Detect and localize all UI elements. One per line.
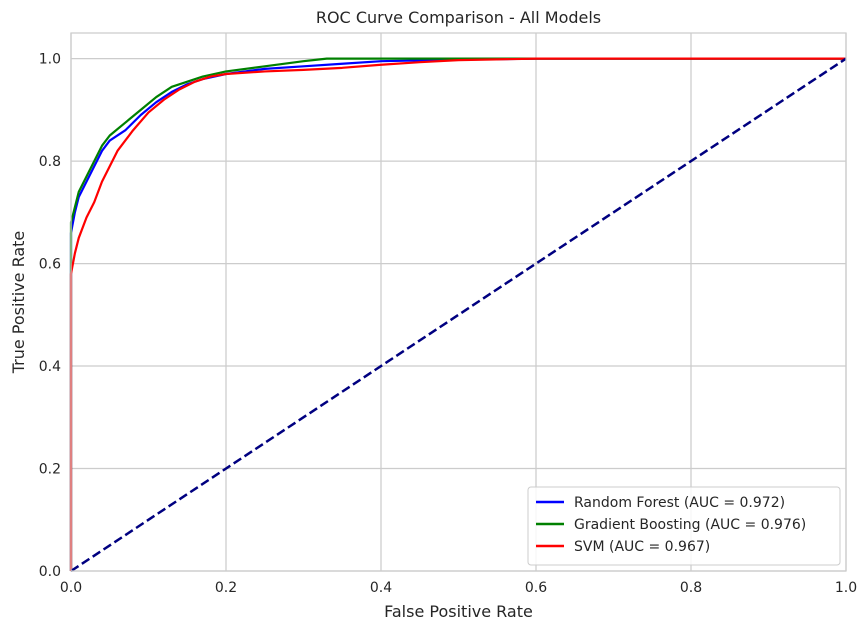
- y-tick-label: 0.2: [39, 462, 61, 478]
- legend-label-2: SVM (AUC = 0.967): [574, 539, 710, 555]
- y-tick-label: 1.0: [39, 52, 61, 68]
- x-tick-labels: 0.0 0.2 0.4 0.6 0.8 1.0: [60, 580, 857, 596]
- x-tick-label: 1.0: [835, 580, 857, 596]
- series-line-2: [69, 57, 846, 571]
- y-axis-label: True Positive Rate: [9, 231, 28, 375]
- plot-area: [71, 33, 846, 571]
- legend-label-1: Gradient Boosting (AUC = 0.976): [574, 517, 806, 533]
- legend-box: [527, 486, 841, 566]
- y-tick-label: 0.0: [39, 564, 61, 580]
- y-tick-label: 0.6: [39, 257, 61, 273]
- y-tick-label: 0.8: [39, 154, 61, 170]
- series-group: [69, 57, 847, 573]
- series-line-1: [69, 57, 846, 571]
- x-tick-label: 0.4: [370, 580, 392, 596]
- y-tick-label: 0.4: [39, 359, 61, 375]
- x-tick-label: 0.6: [525, 580, 547, 596]
- x-tick-label: 0.8: [680, 580, 702, 596]
- diagonal-reference-line: [70, 57, 847, 573]
- x-tick-label: 0.0: [60, 580, 82, 596]
- legend: Random Forest (AUC = 0.972) Gradient Boos…: [527, 486, 841, 566]
- y-tick-labels: 0.0 0.2 0.4 0.6 0.8 1.0: [39, 52, 61, 580]
- legend-label-0: Random Forest (AUC = 0.972): [574, 495, 785, 511]
- axes-background: [71, 33, 846, 571]
- x-tick-label: 0.2: [215, 580, 237, 596]
- x-axis-label: False Positive Rate: [384, 602, 533, 621]
- chart-title: ROC Curve Comparison - All Models: [316, 8, 601, 27]
- axes-frame: [70, 32, 847, 572]
- series-line-0: [69, 57, 846, 571]
